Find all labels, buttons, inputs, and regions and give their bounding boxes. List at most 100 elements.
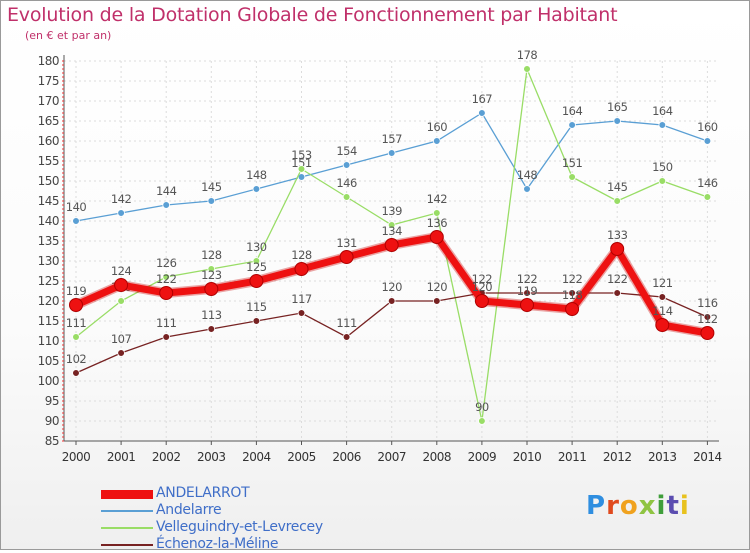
data-point bbox=[72, 369, 80, 377]
y-tick-label: 140 bbox=[38, 214, 59, 228]
x-tick-label: 2000 bbox=[62, 450, 91, 464]
logo-letter: r bbox=[606, 491, 620, 521]
data-label: 122 bbox=[517, 272, 538, 286]
data-point bbox=[613, 289, 621, 297]
legend-swatch bbox=[101, 490, 153, 499]
data-label: 160 bbox=[427, 120, 448, 134]
data-point bbox=[568, 121, 576, 129]
data-label: 122 bbox=[607, 272, 628, 286]
x-tick-label: 2011 bbox=[558, 450, 587, 464]
proxiti-logo: Proxiti bbox=[586, 491, 690, 521]
y-tick-label: 90 bbox=[45, 414, 59, 428]
data-point bbox=[432, 209, 441, 217]
logo-letter: t bbox=[666, 491, 680, 521]
data-point bbox=[432, 137, 441, 145]
data-point bbox=[162, 201, 171, 209]
legend-label: ANDELARROT bbox=[156, 485, 250, 501]
data-point bbox=[523, 65, 531, 73]
x-tick-label: 2007 bbox=[377, 450, 406, 464]
grid-lines bbox=[64, 60, 719, 442]
legend-swatch bbox=[101, 544, 153, 546]
x-tick-label: 2013 bbox=[648, 450, 677, 464]
data-point bbox=[252, 185, 261, 193]
data-point bbox=[117, 297, 125, 305]
data-label: 123 bbox=[201, 268, 222, 282]
y-tick-label: 175 bbox=[38, 74, 59, 88]
x-tick-label: 2001 bbox=[107, 450, 136, 464]
data-point bbox=[342, 193, 351, 201]
data-point bbox=[565, 302, 580, 316]
legend-swatch bbox=[101, 510, 153, 512]
data-label: 145 bbox=[607, 180, 628, 194]
data-label: 119 bbox=[66, 284, 87, 298]
data-label: 148 bbox=[246, 168, 267, 182]
series-andelarre: 140 142 144 145 148 151 154 157 160 167 148 164 165 1… bbox=[66, 92, 718, 225]
data-label: 119 bbox=[517, 284, 538, 298]
data-point bbox=[69, 298, 83, 312]
data-label: 122 bbox=[156, 272, 177, 286]
logo-letter: x bbox=[638, 491, 657, 521]
data-label: 114 bbox=[652, 304, 673, 318]
y-tick-label: 105 bbox=[38, 354, 59, 368]
y-tick-label: 145 bbox=[38, 194, 59, 208]
data-label: 115 bbox=[246, 300, 267, 314]
data-label: 148 bbox=[517, 168, 538, 182]
data-point bbox=[249, 274, 264, 288]
data-label: 153 bbox=[291, 148, 312, 162]
data-label: 146 bbox=[336, 176, 357, 190]
y-tick-label: 120 bbox=[38, 294, 59, 308]
data-point bbox=[387, 297, 396, 305]
data-label: 133 bbox=[607, 228, 628, 242]
y-tick-label: 150 bbox=[38, 174, 59, 188]
logo-letter: i bbox=[679, 491, 690, 521]
data-point bbox=[613, 117, 621, 125]
series-andelarrot: 119 124 122 123 125 128 131 134 136 120 119 118 133 1… bbox=[66, 216, 718, 340]
data-label: 142 bbox=[427, 192, 448, 206]
legend-swatch bbox=[101, 527, 153, 529]
data-label: 139 bbox=[381, 204, 402, 218]
data-point bbox=[72, 333, 80, 341]
data-point bbox=[294, 262, 309, 276]
data-point bbox=[658, 121, 667, 129]
data-point bbox=[387, 221, 396, 229]
data-label: 154 bbox=[336, 144, 357, 158]
data-point bbox=[162, 273, 171, 281]
data-point bbox=[478, 417, 486, 425]
x-tick-label: 2004 bbox=[242, 450, 271, 464]
data-point bbox=[159, 286, 174, 300]
y-tick-label: 155 bbox=[38, 154, 59, 168]
data-label: 142 bbox=[111, 192, 132, 206]
data-label: 107 bbox=[111, 332, 132, 346]
data-label: 113 bbox=[201, 308, 222, 322]
legend-label: Velleguindry-et-Levrecey bbox=[156, 519, 323, 535]
data-point bbox=[207, 265, 216, 273]
data-label: 117 bbox=[291, 292, 312, 306]
data-point bbox=[523, 289, 531, 297]
data-label: 144 bbox=[156, 184, 177, 198]
data-point bbox=[610, 242, 625, 256]
x-tick-label: 2009 bbox=[468, 450, 497, 464]
data-point bbox=[478, 109, 486, 117]
data-point bbox=[703, 313, 712, 321]
y-tick-label: 110 bbox=[38, 334, 59, 348]
data-label: 164 bbox=[562, 104, 583, 118]
x-tick-label: 2010 bbox=[513, 450, 542, 464]
y-tick-label: 100 bbox=[38, 374, 59, 388]
data-point bbox=[252, 257, 261, 265]
data-label: 164 bbox=[652, 104, 673, 118]
chart-title: Evolution de la Dotation Globale de Fonc… bbox=[7, 4, 618, 26]
data-point bbox=[342, 333, 351, 341]
data-point bbox=[700, 326, 715, 340]
data-label: 111 bbox=[156, 316, 177, 330]
data-label: 126 bbox=[156, 256, 177, 270]
data-point bbox=[339, 250, 354, 264]
data-point bbox=[658, 177, 667, 185]
y-tick-label: 125 bbox=[38, 274, 59, 288]
data-label: 150 bbox=[652, 160, 673, 174]
data-label: 130 bbox=[246, 240, 267, 254]
data-point bbox=[655, 318, 670, 332]
data-point bbox=[114, 278, 129, 292]
data-label: 102 bbox=[66, 352, 87, 366]
